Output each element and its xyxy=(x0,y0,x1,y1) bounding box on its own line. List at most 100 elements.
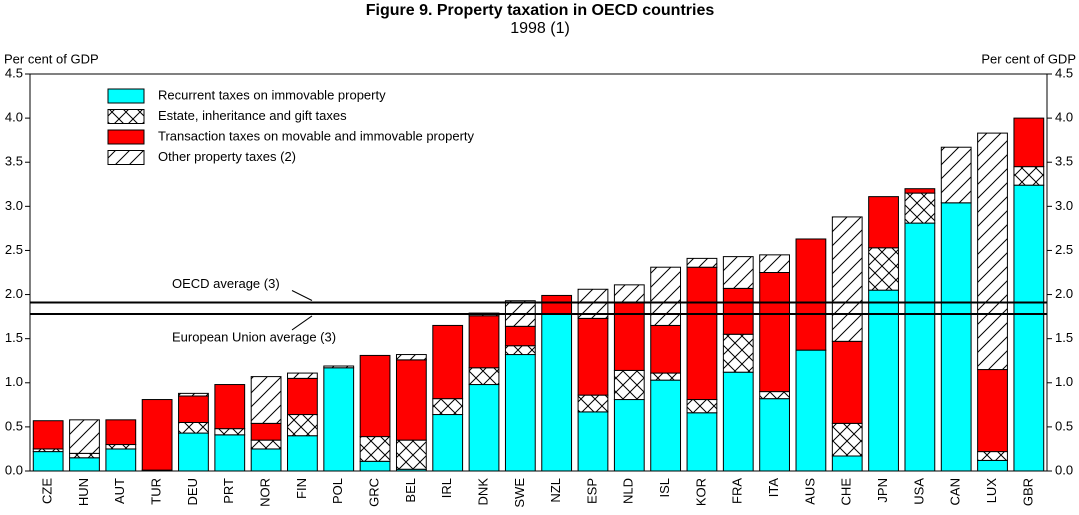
bar-segment xyxy=(722,287,754,335)
bar-segment xyxy=(468,384,500,472)
y-axis-label: Per cent of GDP xyxy=(4,51,99,66)
bar-segment xyxy=(214,384,246,430)
bar-segment xyxy=(686,257,718,268)
bar-segment xyxy=(759,254,790,274)
bar-segment xyxy=(759,391,790,400)
bar-segment xyxy=(1013,166,1045,186)
bar-segment xyxy=(759,398,790,472)
bar-segment xyxy=(940,202,972,472)
bar-segment xyxy=(1013,184,1045,472)
bar-segment xyxy=(287,414,318,437)
bar-segment xyxy=(141,399,173,471)
plot-frame xyxy=(29,73,1048,472)
bar-segment xyxy=(504,325,536,347)
x-tick-label: GRC xyxy=(366,478,381,507)
bar-segment xyxy=(541,313,573,472)
y2-tick-label: 4.5 xyxy=(1055,65,1073,80)
y2-tick-label: 3.5 xyxy=(1055,154,1073,169)
bar-segment xyxy=(468,315,500,369)
x-tick-label: CZE xyxy=(40,478,55,504)
bar-segment xyxy=(105,419,137,446)
y-tick-label: 3.5 xyxy=(5,154,23,169)
bar-segment xyxy=(69,457,100,472)
x-tick-label: KOR xyxy=(693,478,708,506)
bar-segment xyxy=(577,317,609,396)
x-tick-label: DNK xyxy=(475,478,490,506)
bar-segment xyxy=(323,367,355,472)
bar-segment xyxy=(541,294,573,315)
bar-segment xyxy=(250,376,282,424)
bar-segment xyxy=(904,188,936,194)
x-tick-label: ITA xyxy=(766,478,781,498)
bar-segment xyxy=(613,399,645,472)
x-tick-label: IRL xyxy=(439,478,454,498)
x-tick-label: ISL xyxy=(657,478,672,498)
bar-segment xyxy=(795,349,827,472)
y2-tick-label: 0.0 xyxy=(1055,462,1073,477)
x-tick-label: JPN xyxy=(875,478,890,503)
legend-swatch xyxy=(107,150,145,165)
bar-segment xyxy=(613,369,645,401)
annotation-arrow xyxy=(291,290,313,301)
y-tick-label: 4.0 xyxy=(5,110,23,125)
legend-swatch xyxy=(107,129,145,145)
bar-segment xyxy=(722,256,754,289)
bar-segment xyxy=(977,369,1008,453)
bar-segment xyxy=(214,434,246,472)
reference-label: OECD average (3) xyxy=(172,276,280,291)
legend-swatch xyxy=(107,109,145,124)
bar-segment xyxy=(722,371,754,472)
bar-segment xyxy=(977,451,1008,461)
bar-segment xyxy=(69,452,100,459)
legend-label: Transaction taxes on movable and immovab… xyxy=(158,128,475,143)
legend-label: Other property taxes (2) xyxy=(158,149,296,164)
bar-segment xyxy=(868,289,899,472)
bar-segment xyxy=(977,132,1008,371)
x-tick-label: AUS xyxy=(802,478,817,505)
bar-segment xyxy=(686,412,718,472)
x-tick-label: SWE xyxy=(512,478,527,508)
bar-segment xyxy=(650,372,682,381)
bar-segment xyxy=(504,354,536,472)
bar-segment xyxy=(323,365,355,369)
bar-segment xyxy=(1013,117,1045,168)
x-tick-label: FIN xyxy=(294,478,309,499)
reference-label: European Union average (3) xyxy=(172,329,336,344)
x-tick-label: TUR xyxy=(149,478,164,505)
y2-tick-label: 1.0 xyxy=(1055,374,1073,389)
x-tick-label: AUT xyxy=(112,478,127,504)
bar-segment xyxy=(904,192,936,224)
bar-segment xyxy=(105,448,137,472)
bar-segment xyxy=(686,266,718,401)
bar-segment xyxy=(940,146,972,204)
bar-segment xyxy=(178,432,209,472)
x-tick-label: NOR xyxy=(258,478,273,507)
bar-segment xyxy=(395,359,427,441)
y2-tick-label: 0.5 xyxy=(1055,418,1073,433)
y-tick-label: 3.0 xyxy=(5,198,23,213)
y-tick-label: 2.0 xyxy=(5,286,23,301)
x-tick-label: CAN xyxy=(948,478,963,505)
y-tick-label: 2.5 xyxy=(5,242,23,257)
x-tick-label: ESP xyxy=(584,478,599,504)
bar-segment xyxy=(577,394,609,413)
bar-segment xyxy=(686,399,718,414)
bar-segment xyxy=(178,392,209,397)
y2-tick-label: 2.5 xyxy=(1055,242,1073,257)
chart-title: Figure 9. Property taxation in OECD coun… xyxy=(366,2,715,19)
y-tick-label: 1.5 xyxy=(5,330,23,345)
bar-segment xyxy=(868,196,899,249)
bar-segment xyxy=(795,238,827,351)
y-tick-label: 0.5 xyxy=(5,418,23,433)
bar-segment xyxy=(831,216,863,342)
bar-segment xyxy=(759,272,790,393)
y2-tick-label: 1.5 xyxy=(1055,330,1073,345)
bar-segment xyxy=(831,422,863,457)
y2-tick-label: 2.0 xyxy=(1055,286,1073,301)
bar-segment xyxy=(432,414,464,472)
bar-segment xyxy=(468,367,500,386)
x-tick-label: FRA xyxy=(730,478,745,504)
y-tick-label: 1.0 xyxy=(5,374,23,389)
bar-segment xyxy=(977,459,1008,472)
x-tick-label: CHE xyxy=(839,478,854,506)
